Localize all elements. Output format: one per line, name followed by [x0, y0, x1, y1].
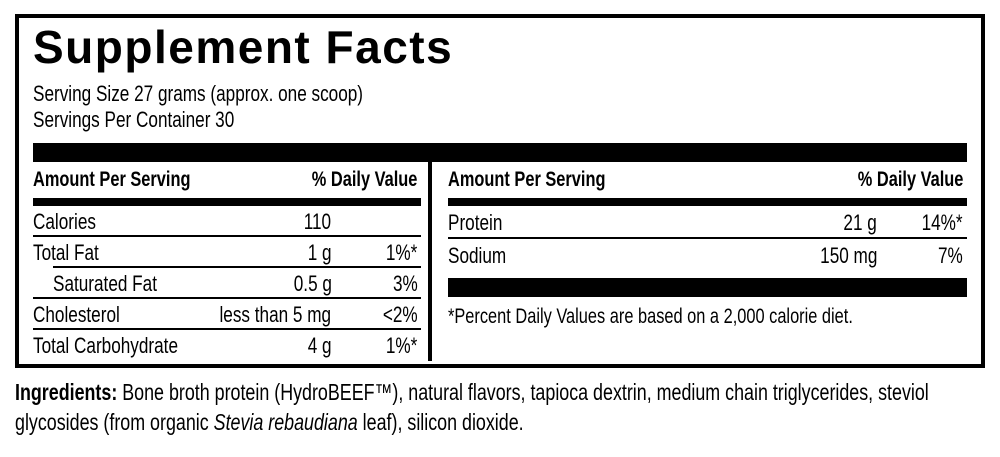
column-divider	[428, 162, 432, 361]
ingredients-text: Bone broth protein (HydroBEEF™), natural…	[15, 379, 929, 435]
nutrient-daily-value: 1%*	[385, 239, 418, 265]
nutrient-name: Cholesterol	[33, 301, 120, 327]
nutrient-amount: 21 g	[843, 209, 877, 235]
footnote-thick-rule	[447, 278, 967, 297]
ingredients-heading: Ingredients:	[15, 379, 118, 405]
nutrient-name: Total Fat	[33, 239, 99, 265]
ingredients-scientific-name: Stevia rebaudiana	[213, 409, 358, 435]
nutrient-row-cholesterol: Cholesterol less than 5 mg <2%	[33, 299, 422, 330]
ingredients-section: Ingredients: Bone broth protein (HydroBE…	[15, 377, 975, 447]
nutrition-column-right: Amount Per Serving % Daily Value Protein…	[447, 162, 968, 361]
nutrient-name: Calories	[33, 208, 96, 234]
nutrient-name: Sodium	[447, 242, 507, 268]
nutrition-columns: Amount Per Serving % Daily Value Calorie…	[33, 162, 968, 361]
nutrition-column-left: Amount Per Serving % Daily Value Calorie…	[33, 162, 422, 361]
nutrient-row-total-carbohydrate: Total Carbohydrate 4 g 1%*	[33, 330, 421, 361]
nutrient-amount: 1 g	[307, 239, 332, 265]
servings-per-container-text: Servings Per Container 30	[33, 107, 235, 132]
label-title: Supplement Facts	[33, 21, 454, 73]
header-thick-rule-left	[33, 198, 422, 206]
column-left-header: Amount Per Serving % Daily Value	[33, 162, 421, 198]
servings-per-container-line: Servings Per Container 30	[33, 107, 967, 133]
ingredients-text-end: leaf), silicon dioxide.	[357, 409, 524, 435]
nutrient-row-sodium: Sodium 150 mg 7%	[448, 239, 967, 272]
nutrient-amount: 0.5 g	[293, 270, 332, 296]
nutrient-amount: 110	[304, 208, 332, 234]
nutrient-amount: 150 mg	[819, 242, 877, 268]
nutrient-name: Saturated Fat	[53, 270, 157, 296]
column-right-header: Amount Per Serving % Daily Value	[448, 162, 967, 198]
amount-per-serving-header: Amount Per Serving	[33, 168, 191, 191]
daily-value-header: % Daily Value	[857, 168, 963, 191]
nutrient-daily-value: 14%*	[921, 209, 963, 235]
daily-value-footnote-text: *Percent Daily Values are based on a 2,0…	[447, 305, 853, 328]
nutrient-daily-value: 1%*	[385, 332, 418, 358]
nutrient-amount: less than 5 mg	[219, 301, 332, 327]
nutrient-row-protein: Protein 21 g 14%*	[447, 206, 968, 239]
daily-value-header: % Daily Value	[311, 168, 418, 191]
top-thick-rule	[33, 143, 967, 162]
serving-size-text: Serving Size 27 grams (approx. one scoop…	[33, 81, 364, 106]
daily-value-footnote: *Percent Daily Values are based on a 2,0…	[448, 304, 967, 330]
nutrient-name: Total Carbohydrate	[33, 332, 178, 358]
nutrient-row-calories: Calories 110	[33, 206, 422, 237]
nutrient-name: Protein	[447, 209, 503, 235]
ingredients-paragraph: Ingredients: Bone broth protein (HydroBE…	[15, 377, 975, 437]
serving-size-line: Serving Size 27 grams (approx. one scoop…	[33, 81, 967, 107]
amount-per-serving-header: Amount Per Serving	[447, 168, 606, 191]
nutrient-row-saturated-fat: Saturated Fat 0.5 g 3%	[33, 268, 422, 299]
serving-info: Serving Size 27 grams (approx. one scoop…	[33, 81, 967, 133]
nutrient-daily-value: 3%	[392, 270, 418, 296]
nutrient-daily-value: 7%	[938, 242, 963, 268]
nutrient-daily-value: <2%	[382, 301, 418, 327]
header-thick-rule-right	[447, 198, 967, 206]
nutrient-amount: 4 g	[307, 332, 332, 358]
nutrient-row-total-fat: Total Fat 1 g 1%*	[33, 237, 422, 268]
supplement-facts-box: Supplement Facts Serving Size 27 grams (…	[15, 14, 985, 368]
